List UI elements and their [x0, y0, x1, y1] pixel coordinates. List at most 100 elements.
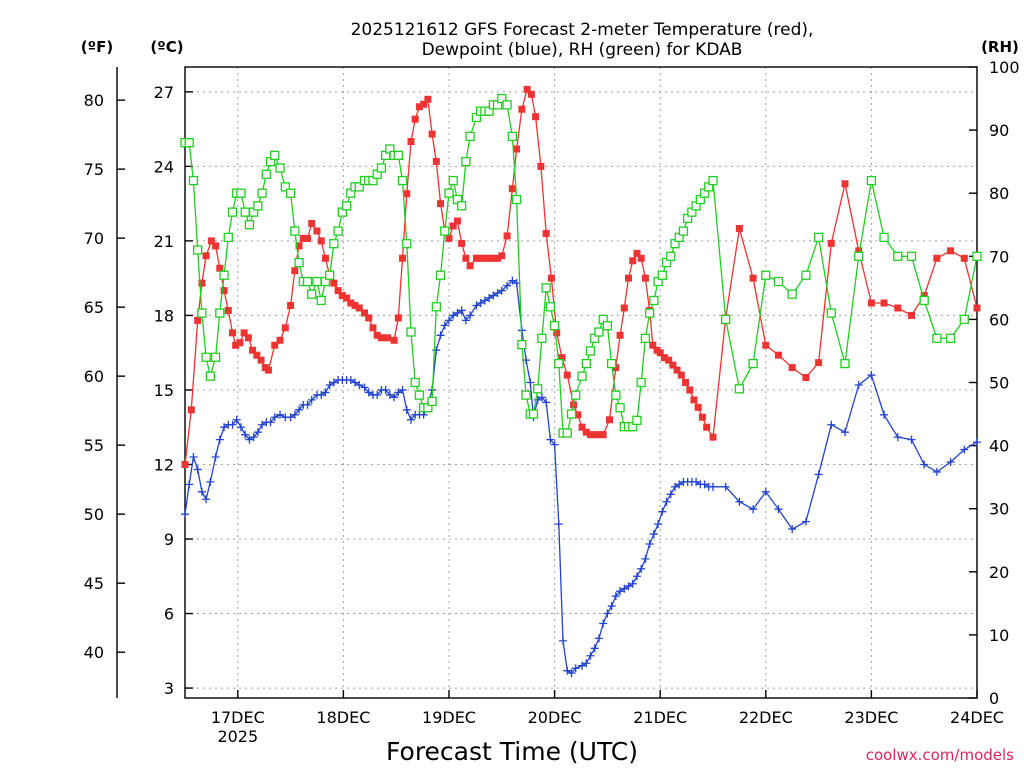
dewpoint-point — [211, 453, 220, 462]
fahrenheit-tick-label: 65 — [84, 298, 104, 317]
temperature-point — [428, 130, 436, 138]
temperature-point — [578, 423, 586, 431]
dewpoint-point — [645, 539, 654, 548]
rh-point — [502, 100, 512, 110]
temperature-point — [365, 314, 373, 322]
temperature-point — [498, 252, 506, 260]
dewpoint-point — [907, 435, 916, 444]
temperature-point — [369, 324, 377, 332]
x-axis-title: Forecast Time (UTC) — [386, 737, 638, 766]
dewpoint-point — [801, 517, 810, 526]
temperature-point — [633, 249, 641, 257]
temperature-point — [620, 304, 628, 312]
dewpoint-point — [700, 480, 709, 489]
temperature-point — [281, 324, 289, 332]
rh-point — [761, 270, 771, 280]
temperature-point — [629, 257, 637, 265]
temperature-point — [673, 366, 681, 374]
rh-point — [566, 409, 577, 419]
tick-labels: 3 6 9 12 15 18 21 24 27 40 45 50 55 60 65 70 75 80 0 10 20 30… — [84, 58, 1020, 746]
temperature-point — [216, 264, 224, 272]
date-tick-label: 22DEC — [739, 708, 793, 727]
dewpoint-point — [571, 664, 580, 673]
rh-point — [678, 226, 689, 236]
rh-tick-label: 50 — [989, 374, 1009, 393]
temperature-point — [424, 95, 432, 103]
temperature-point — [229, 329, 237, 337]
chart-title-line1: 2025121612 GFS Forecast 2-meter Temperat… — [351, 20, 814, 40]
temperature-point — [308, 220, 316, 228]
dewpoint-point — [398, 385, 407, 394]
dewpoint-point — [620, 584, 629, 593]
rh-point — [721, 314, 731, 325]
celsius-tick-label: 18 — [154, 306, 174, 325]
chart-title-line2: Dewpoint (blue), RH (green) for KDAB — [422, 40, 743, 60]
temperature-point — [466, 262, 474, 270]
rh-point — [854, 251, 864, 261]
dewpoint-point — [641, 554, 650, 563]
temperature-point — [582, 428, 590, 436]
rh-point — [333, 226, 343, 236]
temperature-point — [908, 311, 916, 319]
dewpoint-point — [503, 281, 512, 290]
rh-point — [507, 131, 518, 142]
rh-point — [602, 321, 613, 331]
grid-lines — [185, 67, 977, 698]
temperature-point — [253, 351, 261, 359]
temperature-point — [947, 247, 955, 255]
rh-point — [285, 188, 296, 198]
rh-point — [734, 384, 745, 394]
temperature-point — [194, 316, 202, 324]
dewpoint-point — [202, 495, 211, 504]
rh-point — [193, 245, 203, 255]
rh-point — [959, 314, 969, 325]
rh-point — [302, 276, 313, 287]
dewpoint-point — [658, 507, 667, 516]
temperature-point — [472, 254, 480, 262]
dewpoint-point — [508, 276, 517, 285]
temperature-point — [641, 274, 649, 282]
rh-point — [354, 182, 364, 192]
rh-tick-label: 10 — [989, 626, 1009, 645]
temperature-point — [477, 254, 485, 262]
rh-point — [640, 333, 651, 343]
date-tick-label: 20DEC — [528, 708, 582, 727]
rh-point — [549, 321, 560, 331]
temperature-point — [518, 105, 526, 113]
temperature-point — [841, 180, 849, 188]
dewpoint-point — [616, 587, 625, 596]
temperature-point — [458, 239, 466, 247]
rh-point — [879, 232, 889, 243]
dewpoint-point — [611, 592, 620, 601]
temperature-point — [553, 329, 561, 337]
rh-point — [257, 188, 267, 198]
dewpoint-point — [675, 480, 684, 489]
rh-point — [457, 201, 467, 211]
rh-point — [448, 175, 458, 186]
temperature-point — [432, 157, 440, 165]
dewpoint-point — [774, 505, 783, 514]
rh-tick-label: 20 — [989, 563, 1009, 582]
dewpoint-point — [533, 395, 542, 404]
temperature-point — [973, 304, 981, 312]
rh-point — [581, 358, 591, 369]
rh-point — [253, 201, 263, 211]
credit-link[interactable]: coolwx.com/models — [866, 746, 1014, 764]
rh-point — [261, 169, 271, 179]
dewpoint-point — [457, 306, 466, 315]
dewpoint-point — [628, 579, 637, 588]
rh-point — [215, 308, 225, 318]
dewpoint-point — [220, 423, 229, 432]
dewpoint-point — [542, 398, 551, 407]
temperature-point — [202, 252, 210, 260]
temperature-point — [384, 334, 392, 342]
temperature-point — [373, 331, 381, 339]
dewpoint-point — [286, 413, 295, 422]
fahrenheit-tick-label: 70 — [84, 229, 104, 248]
temperature-point — [587, 431, 595, 439]
fahrenheit-tick-label: 75 — [84, 160, 104, 179]
dewpoint-point — [973, 438, 981, 447]
dewpoint-point — [735, 497, 744, 506]
temperature-point — [207, 237, 215, 245]
temperature-point — [317, 237, 325, 245]
